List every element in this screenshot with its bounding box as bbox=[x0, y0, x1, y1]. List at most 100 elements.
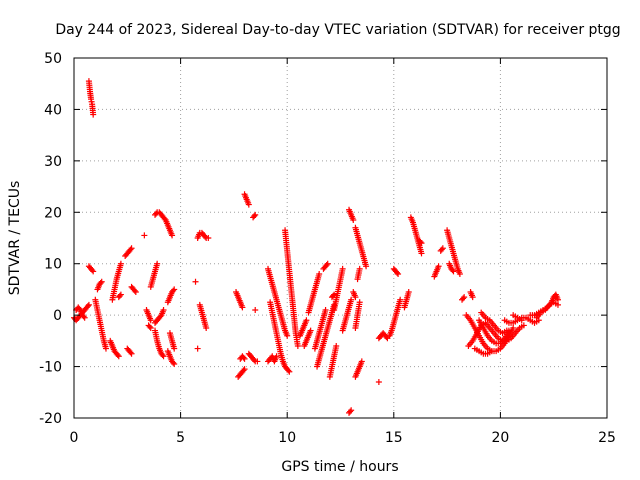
data-point bbox=[352, 294, 359, 301]
series-arc-53 bbox=[354, 265, 363, 283]
series-arc-24 bbox=[194, 345, 201, 352]
data-point bbox=[323, 262, 330, 268]
series-arc-44 bbox=[326, 343, 340, 380]
data-point bbox=[461, 294, 468, 301]
data-point bbox=[245, 201, 252, 208]
data-point bbox=[116, 292, 123, 299]
data-point bbox=[171, 345, 178, 352]
data-point bbox=[518, 317, 525, 324]
data-point bbox=[85, 301, 92, 308]
series-arc-48 bbox=[346, 407, 355, 416]
data-point bbox=[286, 368, 293, 375]
series-arc-58 bbox=[390, 265, 402, 277]
data-point bbox=[127, 246, 134, 253]
data-point bbox=[322, 307, 329, 313]
series-arc-34 bbox=[265, 353, 280, 365]
series-arc-72 bbox=[478, 309, 510, 337]
data-point bbox=[449, 267, 456, 274]
series-arc-06 bbox=[94, 278, 105, 293]
series-arc-14 bbox=[143, 307, 154, 324]
series-arc-54 bbox=[352, 224, 370, 270]
series-arc-10 bbox=[122, 245, 135, 259]
series-arc-31 bbox=[245, 350, 261, 365]
x-tick-label: 0 bbox=[70, 430, 79, 446]
data-point bbox=[240, 354, 247, 361]
data-point bbox=[89, 267, 96, 274]
data-point bbox=[241, 366, 248, 373]
series-arc-43 bbox=[320, 260, 331, 272]
data-point bbox=[117, 291, 124, 298]
data-point bbox=[350, 217, 357, 223]
series-arc-13 bbox=[141, 232, 148, 239]
series-arc-41 bbox=[311, 307, 329, 352]
data-point bbox=[147, 325, 154, 331]
data-point bbox=[316, 271, 323, 277]
series-arc-18 bbox=[152, 307, 167, 326]
data-point bbox=[239, 304, 246, 311]
series-arc-70 bbox=[476, 317, 512, 347]
data-point bbox=[147, 317, 154, 324]
series-arc-28 bbox=[235, 366, 248, 380]
data-point bbox=[324, 260, 331, 267]
data-point bbox=[456, 271, 463, 277]
data-point bbox=[252, 211, 259, 218]
x-axis: 0 5 10 15 20 25 bbox=[70, 58, 616, 446]
series-arc-71 bbox=[471, 345, 495, 357]
x-tick-label: 25 bbox=[598, 430, 616, 446]
data-point bbox=[363, 263, 370, 270]
series-arc-22 bbox=[166, 330, 178, 352]
data-points bbox=[71, 78, 561, 416]
data-point bbox=[141, 232, 148, 239]
data-point bbox=[171, 286, 178, 293]
series-arc-67 bbox=[467, 289, 476, 301]
data-point bbox=[439, 245, 446, 252]
data-point bbox=[146, 323, 153, 330]
data-point bbox=[348, 407, 355, 414]
series-arc-51 bbox=[352, 358, 365, 380]
series-arc-55 bbox=[375, 379, 382, 385]
series-arc-46 bbox=[328, 291, 338, 301]
data-point bbox=[339, 265, 346, 272]
series-arc-25 bbox=[196, 301, 210, 331]
series-arc-35 bbox=[267, 299, 293, 375]
data-point bbox=[128, 350, 135, 357]
data-point bbox=[333, 343, 340, 349]
x-tick-label: 15 bbox=[385, 430, 403, 446]
y-tick-label: 10 bbox=[44, 257, 62, 273]
y-tick-label: -10 bbox=[39, 360, 62, 376]
data-point bbox=[375, 379, 382, 385]
plot-frame bbox=[73, 57, 608, 419]
x-tick-label: 10 bbox=[278, 430, 296, 446]
series-arc-62 bbox=[431, 263, 442, 280]
series-arc-11 bbox=[124, 345, 135, 357]
data-point bbox=[76, 305, 83, 312]
data-point bbox=[348, 296, 355, 303]
data-point bbox=[331, 291, 338, 298]
data-point bbox=[128, 245, 135, 252]
data-point bbox=[170, 287, 177, 294]
data-point bbox=[159, 352, 166, 358]
series-arc-65 bbox=[446, 260, 457, 275]
data-point bbox=[169, 232, 176, 239]
data-point bbox=[254, 358, 261, 365]
data-point bbox=[488, 348, 495, 355]
data-point bbox=[202, 233, 209, 240]
data-point bbox=[132, 289, 139, 295]
x-tick-label: 5 bbox=[176, 430, 185, 446]
data-point bbox=[356, 299, 363, 306]
series-arc-45 bbox=[331, 265, 346, 313]
series-arc-57 bbox=[386, 296, 404, 339]
series-arc-47 bbox=[339, 296, 355, 334]
series-arc-33 bbox=[252, 307, 259, 313]
data-point bbox=[251, 357, 258, 364]
series-arc-08 bbox=[109, 260, 124, 303]
data-point bbox=[240, 367, 247, 374]
series-arc-76 bbox=[533, 299, 561, 321]
data-point bbox=[347, 408, 354, 415]
series-arc-03 bbox=[73, 304, 88, 321]
series-arc-12 bbox=[128, 283, 139, 295]
data-point bbox=[97, 280, 104, 286]
data-point bbox=[203, 325, 210, 331]
data-point bbox=[356, 265, 363, 272]
data-point bbox=[84, 303, 91, 310]
